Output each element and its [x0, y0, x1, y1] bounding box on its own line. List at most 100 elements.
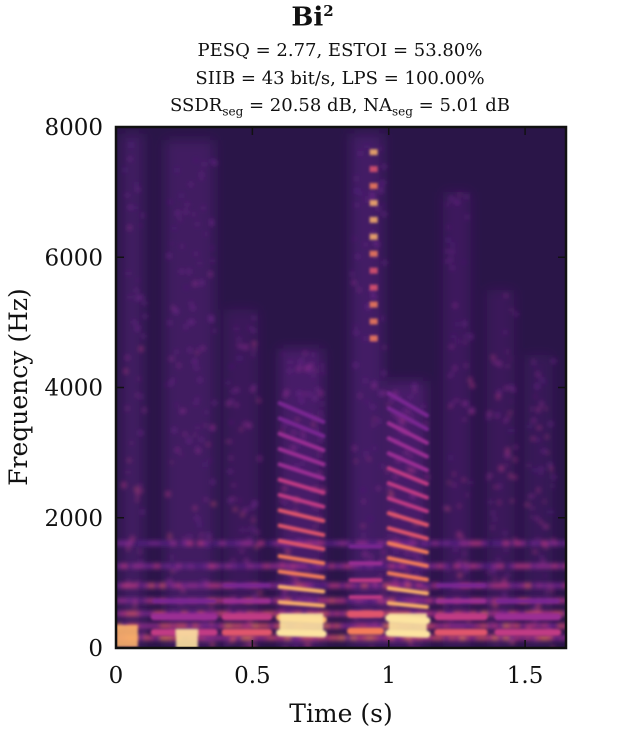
- spectral-speckle: [501, 578, 507, 583]
- spectral-speckle: [281, 592, 287, 598]
- low-frequency-band: [323, 623, 330, 629]
- spectral-speckle: [190, 305, 196, 311]
- low-frequency-band: [372, 540, 379, 546]
- spectral-speckle: [192, 359, 197, 364]
- harmonic-line: [277, 554, 326, 566]
- spectral-speckle: [175, 403, 178, 407]
- low-frequency-band: [443, 635, 450, 641]
- spectral-speckle: [199, 437, 204, 442]
- spectral-speckle: [545, 588, 549, 595]
- low-frequency-band: [541, 635, 548, 641]
- low-frequency-band: [317, 540, 325, 546]
- spectral-speckle: [548, 421, 553, 427]
- low-frequency-band: [121, 563, 128, 569]
- spectral-speckle: [184, 285, 189, 290]
- low-frequency-band: [405, 583, 412, 589]
- spectral-speckle: [251, 354, 255, 357]
- low-frequency-band: [421, 583, 428, 589]
- spectral-speckle: [509, 499, 515, 503]
- low-frequency-band: [203, 623, 210, 629]
- spectral-speckle: [301, 436, 307, 441]
- spectral-speckle: [545, 434, 549, 439]
- spectral-speckle: [139, 559, 143, 564]
- spectral-speckle: [449, 344, 454, 349]
- spectral-speckle: [123, 167, 127, 173]
- energy-column: [165, 140, 215, 648]
- spectral-speckle: [239, 427, 243, 432]
- spectral-speckle: [170, 242, 173, 245]
- low-frequency-band: [317, 563, 325, 569]
- spectral-speckle: [210, 246, 214, 250]
- low-frequency-band: [317, 598, 325, 604]
- low-frequency-band: [323, 583, 330, 589]
- spectral-speckle: [138, 483, 142, 490]
- chart-title: Bi2: [291, 2, 334, 33]
- low-frequency-band: [197, 563, 205, 569]
- spectral-speckle: [280, 497, 283, 503]
- low-frequency-band: [459, 563, 467, 569]
- spectral-speckle: [372, 380, 377, 386]
- spectral-speckle: [314, 368, 317, 374]
- spectral-speckle: [235, 387, 239, 391]
- spectral-speckle: [371, 423, 375, 427]
- low-frequency-band: [541, 540, 548, 546]
- low-frequency-band: [366, 635, 374, 641]
- low-frequency-band: [481, 635, 488, 641]
- spectral-speckle: [166, 252, 171, 259]
- spectral-speckle: [315, 387, 320, 392]
- low-frequency-band: [432, 611, 439, 617]
- low-frequency-band: [285, 598, 292, 604]
- spectral-speckle: [230, 389, 236, 393]
- low-frequency-band: [192, 623, 199, 629]
- spectral-speckle: [378, 390, 384, 397]
- low-frequency-band: [530, 540, 537, 546]
- spectral-speckle: [303, 350, 307, 356]
- low-frequency-band: [454, 623, 461, 629]
- low-frequency-band: [121, 583, 128, 589]
- low-frequency-band: [159, 623, 167, 629]
- spectral-speckle: [372, 255, 378, 259]
- y-axis-label: Frequency (Hz): [4, 288, 33, 486]
- spectral-speckle: [491, 510, 495, 516]
- spectral-speckle: [210, 479, 215, 485]
- spectral-speckle: [303, 392, 307, 396]
- spectral-speckle: [128, 295, 132, 299]
- low-frequency-band: [274, 611, 281, 617]
- spectral-speckle: [382, 391, 388, 395]
- low-frequency-band: [443, 623, 450, 629]
- low-frequency-band: [263, 540, 270, 546]
- spectral-speckle: [353, 362, 358, 368]
- spectral-speckle: [165, 491, 171, 497]
- spectral-speckle: [404, 477, 410, 481]
- low-frequency-band: [208, 623, 216, 629]
- spectral-speckle: [312, 362, 316, 365]
- spectral-speckle: [381, 212, 387, 217]
- high-frequency-streak: [369, 250, 378, 257]
- spectral-speckle: [139, 489, 144, 493]
- spectral-speckle: [393, 605, 396, 609]
- low-frequency-band: [192, 563, 199, 569]
- spectral-speckle: [320, 486, 324, 489]
- spectral-speckle: [301, 461, 304, 466]
- low-frequency-band: [126, 598, 134, 604]
- spectral-speckle: [350, 271, 354, 277]
- low-frequency-band: [241, 623, 248, 629]
- spectral-speckle: [421, 560, 426, 563]
- spectral-speckle: [133, 604, 136, 609]
- low-frequency-band: [563, 635, 566, 641]
- low-frequency-band: [296, 583, 303, 589]
- low-frequency-band: [274, 540, 281, 546]
- low-frequency-band: [328, 635, 336, 641]
- low-frequency-band: [208, 563, 216, 569]
- spectral-speckle: [248, 619, 252, 626]
- low-frequency-band: [377, 598, 385, 604]
- spectral-speckle: [456, 531, 462, 538]
- spectral-speckle: [312, 375, 315, 379]
- spectral-speckle: [229, 365, 234, 369]
- spectral-speckle: [470, 383, 475, 389]
- spectral-speckle: [195, 445, 198, 448]
- spectral-speckle: [227, 606, 231, 612]
- spectral-speckle: [386, 468, 389, 472]
- spectral-speckle: [139, 295, 144, 300]
- high-frequency-streak: [369, 335, 378, 342]
